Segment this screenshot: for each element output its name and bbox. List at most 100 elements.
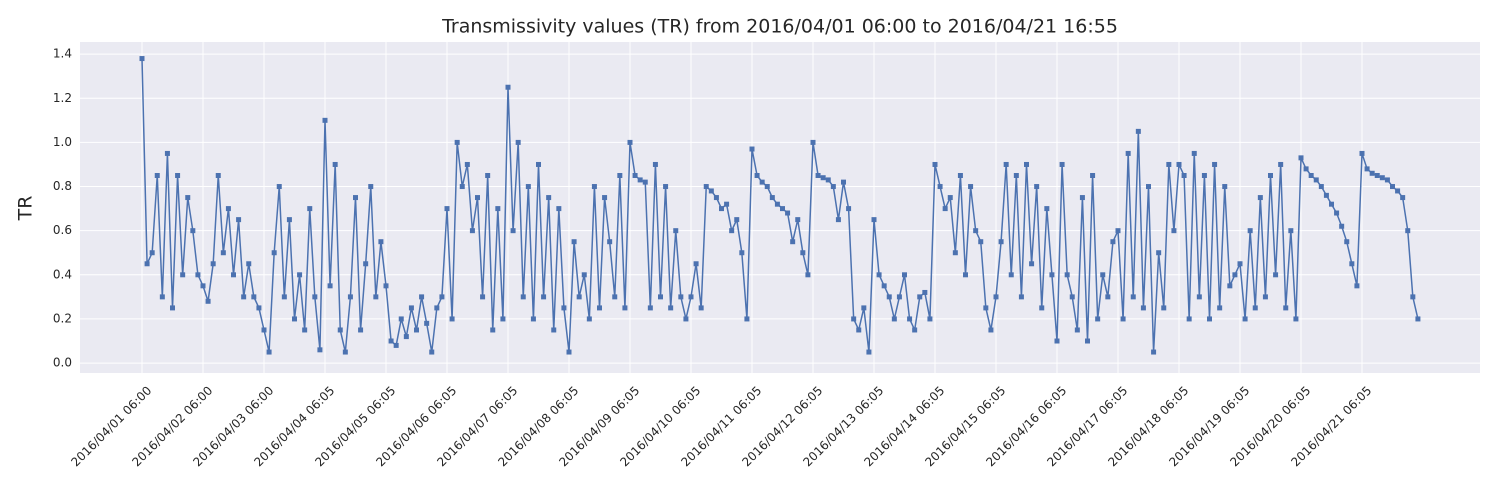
point-marker <box>1003 161 1009 167</box>
point-marker <box>368 184 374 190</box>
point-marker <box>403 334 409 340</box>
point-marker <box>1120 316 1126 322</box>
point-marker <box>480 294 486 300</box>
point-marker <box>281 294 287 300</box>
point-marker <box>1242 316 1248 322</box>
point-marker <box>515 139 521 145</box>
point-marker <box>525 184 531 190</box>
point-marker <box>236 217 242 223</box>
point-marker <box>1390 184 1395 190</box>
point-marker <box>734 217 740 223</box>
point-marker <box>998 239 1004 245</box>
point-marker <box>917 294 923 300</box>
point-marker <box>347 294 353 300</box>
series-line <box>141 58 1419 353</box>
point-marker <box>393 342 399 348</box>
point-marker <box>1237 261 1243 267</box>
point-marker <box>581 272 587 278</box>
point-marker <box>1308 173 1314 179</box>
y-tick-label: 0.6 <box>53 223 72 237</box>
point-marker <box>658 294 663 300</box>
point-marker <box>1110 239 1116 245</box>
point-marker <box>1008 272 1014 278</box>
point-marker <box>337 327 343 333</box>
point-marker <box>800 250 806 256</box>
point-marker <box>1191 150 1197 156</box>
point-marker <box>419 294 425 300</box>
point-marker <box>957 173 963 179</box>
point-marker <box>175 173 181 179</box>
point-marker <box>1329 201 1334 207</box>
point-marker <box>1212 161 1218 167</box>
point-marker <box>200 283 206 289</box>
y-axis-label: TR <box>15 196 37 222</box>
point-marker <box>464 161 470 167</box>
point-marker <box>1262 294 1268 300</box>
point-marker <box>1013 173 1019 179</box>
point-marker <box>622 305 628 311</box>
point-marker <box>952 250 958 256</box>
point-marker <box>744 316 750 322</box>
point-marker <box>830 184 836 190</box>
point-marker <box>510 228 516 234</box>
point-marker <box>1115 228 1121 234</box>
point-marker <box>215 173 221 179</box>
point-marker <box>749 146 755 152</box>
point-marker <box>342 349 348 355</box>
point-marker <box>1339 223 1345 229</box>
point-marker <box>1146 184 1151 190</box>
point-marker <box>983 305 989 311</box>
point-marker <box>1039 305 1045 311</box>
y-tick-label: 0.0 <box>53 356 72 370</box>
point-marker <box>652 161 658 167</box>
point-marker <box>1074 327 1080 333</box>
point-marker <box>353 195 358 201</box>
point-marker <box>922 289 928 295</box>
point-marker <box>602 195 608 201</box>
point-marker <box>642 179 648 185</box>
point-marker <box>373 294 379 300</box>
point-marker <box>912 327 918 333</box>
y-tick-label: 0.8 <box>53 179 72 193</box>
point-marker <box>434 305 440 311</box>
point-marker <box>195 272 201 278</box>
point-marker <box>973 228 979 234</box>
point-marker <box>846 206 852 212</box>
point-marker <box>1349 261 1355 267</box>
point-marker <box>1125 150 1131 156</box>
point-marker <box>769 195 775 201</box>
point-marker <box>139 56 145 62</box>
point-marker <box>398 316 404 322</box>
series <box>139 56 1421 355</box>
point-marker <box>302 327 308 333</box>
point-marker <box>1059 161 1065 167</box>
point-marker <box>292 316 297 322</box>
point-marker <box>500 316 506 322</box>
point-marker <box>241 294 247 300</box>
point-marker <box>210 261 216 267</box>
point-marker <box>754 173 760 179</box>
point-marker <box>1079 195 1085 201</box>
point-marker <box>378 239 384 245</box>
point-marker <box>231 272 236 278</box>
point-marker <box>185 195 191 201</box>
point-marker <box>566 349 572 355</box>
point-marker <box>358 327 364 333</box>
point-marker <box>266 349 272 355</box>
point-marker <box>1222 184 1228 190</box>
point-marker <box>383 283 389 289</box>
point-marker <box>363 261 369 267</box>
point-marker <box>1186 316 1192 322</box>
point-marker <box>1415 316 1421 322</box>
point-marker <box>835 217 841 223</box>
point-marker <box>688 294 694 300</box>
point-marker <box>627 139 633 145</box>
y-tick-label: 1.0 <box>53 135 72 149</box>
point-marker <box>810 139 816 145</box>
point-marker <box>261 327 267 333</box>
point-marker <box>307 206 313 212</box>
point-marker <box>429 349 435 355</box>
point-marker <box>1400 195 1406 201</box>
point-marker <box>774 201 780 207</box>
point-marker <box>220 250 226 256</box>
